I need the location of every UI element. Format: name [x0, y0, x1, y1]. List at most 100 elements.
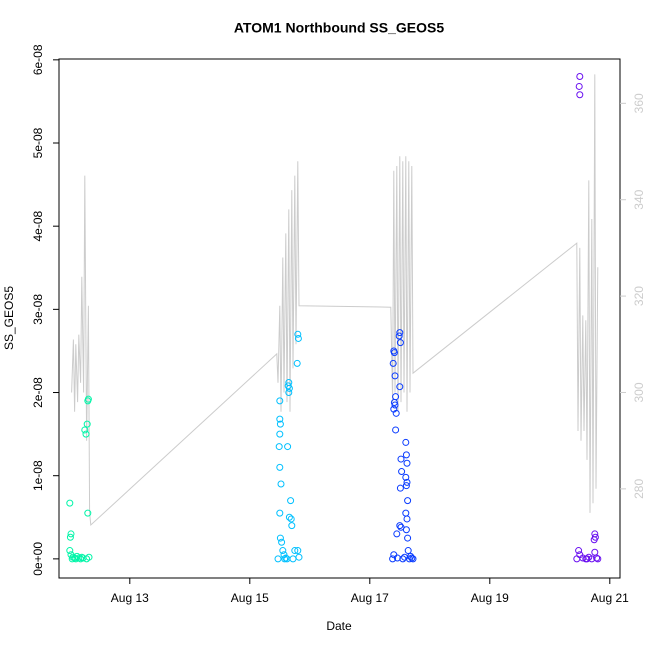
data-point — [274, 555, 282, 563]
data-point — [391, 401, 399, 409]
data-point — [284, 443, 292, 451]
data-point — [281, 555, 289, 563]
data-point — [392, 426, 400, 434]
data-point — [276, 415, 284, 423]
data-point — [404, 534, 412, 542]
data-point — [404, 497, 412, 505]
data-point — [390, 551, 398, 559]
data-point — [279, 547, 287, 555]
data-point — [276, 397, 284, 405]
x-tick-label: Aug 19 — [471, 591, 509, 605]
y-tick-label: 6e-08 — [31, 44, 45, 75]
x-tick-label: Aug 21 — [591, 591, 629, 605]
data-point — [285, 384, 293, 392]
data-point — [275, 443, 283, 451]
data-point — [276, 463, 284, 471]
y2-tick-label: 340 — [632, 189, 646, 209]
data-point — [403, 478, 411, 486]
data-point — [576, 91, 584, 99]
data-point — [294, 547, 302, 555]
data-point — [282, 554, 290, 562]
data-point — [287, 515, 295, 523]
y2-tick-label: 360 — [632, 93, 646, 113]
y-tick-label: 1e-08 — [31, 460, 45, 491]
data-point — [583, 555, 591, 563]
data-point — [84, 395, 92, 403]
data-point — [393, 530, 401, 538]
plot-frame — [58, 58, 621, 579]
data-point — [392, 409, 400, 417]
data-point — [84, 509, 92, 517]
data-point — [287, 497, 295, 505]
data-point — [408, 554, 416, 562]
data-point — [276, 420, 284, 428]
data-point — [276, 430, 284, 438]
data-point — [288, 522, 296, 530]
data-point — [402, 526, 410, 534]
data-point — [396, 522, 404, 530]
data-point — [402, 509, 410, 517]
data-point — [402, 451, 410, 459]
data-point — [389, 359, 397, 367]
data-point — [575, 547, 583, 555]
data-point — [407, 552, 415, 560]
data-point — [573, 555, 581, 563]
y-tick-label: 0e+00 — [31, 542, 45, 576]
y2-tick-label: 280 — [632, 479, 646, 499]
data-point — [395, 332, 403, 340]
chart-title: ATOM1 Northbound SS_GEOS5 — [234, 20, 444, 36]
data-point — [396, 329, 404, 337]
data-point — [396, 339, 404, 347]
y-tick-label: 3e-08 — [31, 294, 45, 325]
data-point — [276, 534, 284, 542]
data-point — [278, 538, 286, 546]
data-point — [393, 554, 401, 562]
x-tick-label: Aug 13 — [111, 591, 149, 605]
data-point — [83, 555, 91, 563]
y2-tick-label: 320 — [632, 286, 646, 306]
data-point — [285, 389, 293, 397]
data-point — [576, 72, 584, 80]
data-point — [404, 547, 412, 555]
data-point — [295, 553, 303, 561]
y2-tick-label: 300 — [632, 382, 646, 402]
data-point — [402, 473, 410, 481]
data-point — [66, 533, 74, 541]
data-point — [590, 536, 598, 544]
data-point — [289, 555, 297, 563]
data-point — [575, 82, 583, 90]
data-point — [276, 509, 284, 517]
data-point — [66, 499, 74, 507]
data-point — [291, 547, 299, 555]
data-point — [79, 554, 87, 562]
data-point — [72, 555, 80, 563]
y-tick-label: 4e-08 — [31, 211, 45, 242]
data-point — [83, 420, 91, 428]
x-axis-label: Date — [326, 619, 352, 633]
data-point — [593, 554, 601, 562]
data-point — [294, 330, 302, 338]
data-point — [82, 430, 90, 438]
data-point — [293, 359, 301, 367]
x-tick-label: Aug 15 — [231, 591, 269, 605]
data-point — [68, 555, 76, 563]
data-point — [402, 438, 410, 446]
data-point — [390, 349, 398, 357]
data-point — [277, 480, 285, 488]
data-point — [67, 530, 75, 538]
y-axis-label: SS_GEOS5 — [2, 286, 16, 350]
data-point — [403, 515, 411, 523]
data-point — [398, 468, 406, 476]
data-point — [81, 426, 89, 434]
y-tick-label: 5e-08 — [31, 127, 45, 158]
data-point — [399, 555, 407, 563]
data-point — [396, 383, 404, 391]
x-tick-label: Aug 17 — [351, 591, 389, 605]
data-point — [294, 334, 302, 342]
data-point — [391, 372, 399, 380]
data-point — [397, 455, 405, 463]
data-line — [71, 74, 599, 527]
data-point — [389, 555, 397, 563]
data-point — [403, 459, 411, 467]
